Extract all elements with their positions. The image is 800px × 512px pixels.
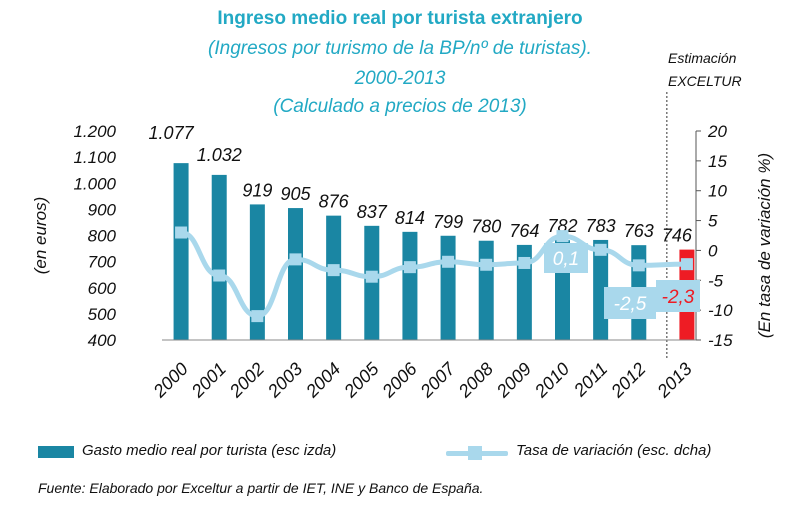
bar-data-label: 905 <box>280 184 311 204</box>
callout-label: -2,3 <box>662 287 695 308</box>
bar <box>288 208 303 340</box>
x-tick-label: 2003 <box>263 359 306 402</box>
y-left-tick-label: 600 <box>88 279 117 298</box>
bar-data-label: 763 <box>624 221 654 241</box>
y-left-tick-label: 1.100 <box>73 148 116 167</box>
y-right-tick-label: -10 <box>708 301 733 320</box>
variation-marker <box>251 310 264 323</box>
x-tick-label: 2013 <box>653 359 696 402</box>
y-right-tick-label: -15 <box>708 331 733 350</box>
bar <box>478 240 494 340</box>
x-tick-label: 2012 <box>606 359 649 402</box>
y-left-axis-label: (en euros) <box>31 197 50 274</box>
variation-marker <box>442 255 455 268</box>
bar-data-label: 1.032 <box>197 145 242 165</box>
bar-data-label: 919 <box>242 180 272 200</box>
callout-box <box>656 280 700 312</box>
y-right-tick-label: 20 <box>707 122 727 141</box>
bar <box>364 225 380 340</box>
bar-data-label: 837 <box>357 202 388 222</box>
bar-data-label: 876 <box>319 192 350 212</box>
bar-data-label: 764 <box>509 221 539 241</box>
variation-marker <box>632 259 645 272</box>
variation-marker <box>594 243 607 256</box>
callout-label: -2,5 <box>614 294 647 315</box>
bar-data-label: 1.077 <box>149 123 195 143</box>
y-left-tick-label: 900 <box>88 200 117 219</box>
x-tick-label: 2000 <box>149 359 192 402</box>
legend-line-marker <box>468 446 482 460</box>
variation-marker <box>518 256 531 269</box>
chart-period: 2000-2013 <box>354 68 446 89</box>
x-tick-label: 2011 <box>569 359 611 401</box>
x-tick-label: 2001 <box>187 359 230 402</box>
bar <box>249 204 265 340</box>
x-tick-label: 2008 <box>454 359 497 402</box>
variation-marker <box>365 270 378 283</box>
y-right-tick-label: -5 <box>708 271 724 290</box>
legend-bar-swatch <box>38 446 74 458</box>
x-tick-label: 2006 <box>378 358 422 402</box>
bar <box>211 174 227 340</box>
variation-marker <box>403 261 416 274</box>
bar <box>440 235 456 340</box>
bar <box>326 215 342 340</box>
variation-marker <box>480 258 493 271</box>
estimate-note-line1: Estimación <box>668 50 737 66</box>
variation-marker <box>289 253 302 266</box>
chart-subtitle: (Ingresos por turismo de la BP/nº de tur… <box>208 38 592 59</box>
estimate-note-line2: EXCELTUR <box>668 73 742 89</box>
x-tick-label: 2004 <box>301 359 344 402</box>
bar-data-label: 814 <box>395 208 425 228</box>
y-left-tick-label: 1.200 <box>73 122 116 141</box>
bar-data-label: 799 <box>433 212 463 232</box>
callout-box <box>604 287 656 319</box>
y-left-tick-label: 700 <box>88 253 117 272</box>
variation-marker <box>680 258 693 271</box>
y-left-tick-label: 400 <box>88 331 117 350</box>
x-tick-label: 2007 <box>416 358 460 402</box>
y-right-tick-label: 0 <box>708 241 718 260</box>
variation-marker <box>213 269 226 282</box>
source-note: Fuente: Elaborado por Exceltur a partir … <box>38 480 484 496</box>
chart-title: Ingreso medio real por turista extranjer… <box>217 8 583 29</box>
y-left-tick-label: 500 <box>88 305 117 324</box>
callout-label: 0,1 <box>553 249 579 270</box>
variation-marker <box>175 226 188 239</box>
legend-line-label: Tasa de variación (esc. dcha) <box>516 442 712 459</box>
y-left-tick-label: 1.000 <box>73 174 116 193</box>
x-tick-label: 2002 <box>225 359 268 402</box>
bar <box>173 163 189 340</box>
x-tick-label: 2010 <box>530 359 573 402</box>
x-tick-label: 2005 <box>339 358 383 402</box>
bar-data-label: 746 <box>662 226 693 246</box>
variation-marker <box>327 264 340 277</box>
callout-box <box>544 243 588 273</box>
combo-chart: 400 500 600 700 800 900 1.000 1.100 1.200 (en eur… <box>31 92 774 402</box>
bar-data-label: 782 <box>547 216 577 236</box>
x-tick-label: 2009 <box>492 359 535 402</box>
variation-marker <box>556 230 569 243</box>
bar <box>402 231 418 340</box>
y-right-axis-label: (En tasa de variación %) <box>755 153 774 338</box>
bar-data-label: 780 <box>471 217 501 237</box>
y-right-tick-label: 5 <box>708 212 718 231</box>
y-left-tick-label: 800 <box>88 227 117 246</box>
chart-price-basis: (Calculado a precios de 2013) <box>273 96 527 117</box>
y-right-tick-label: 15 <box>708 152 727 171</box>
bar-data-label: 783 <box>586 216 616 236</box>
legend-bar-label: Gasto medio real por turista (esc izda) <box>82 442 337 459</box>
y-right-tick-label: 10 <box>708 182 727 201</box>
